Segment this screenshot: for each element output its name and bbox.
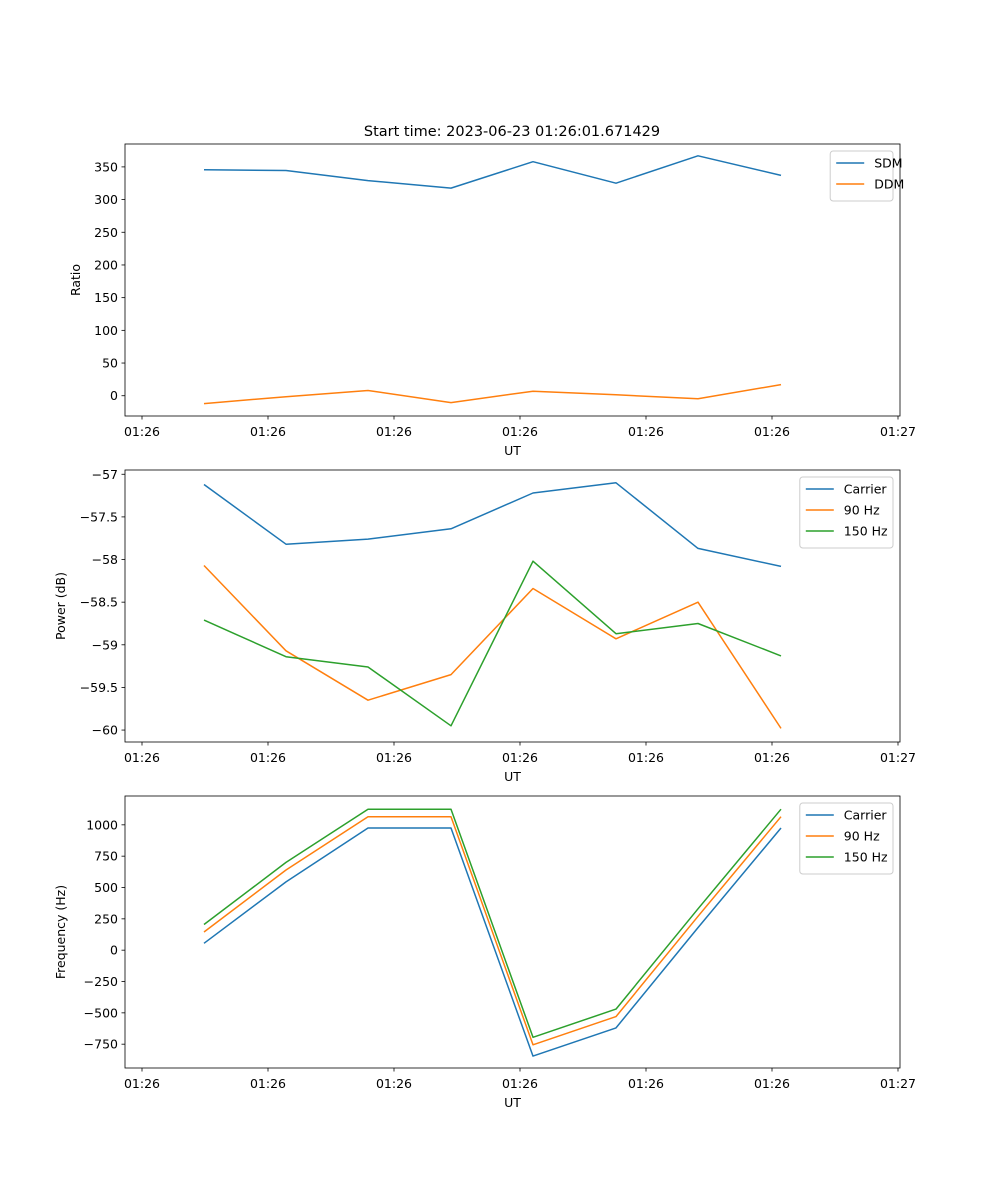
x-tick-label: 01:26 xyxy=(376,424,412,439)
x-tick-label: 01:26 xyxy=(376,1076,412,1091)
y-tick-label: −60 xyxy=(92,723,118,738)
legend: Carrier 90 Hz 150 Hz xyxy=(799,476,894,549)
y-tick-label: −59 xyxy=(92,637,118,652)
legend: SDM DDM xyxy=(829,150,904,202)
x-tick-label: 01:26 xyxy=(250,750,286,765)
x-tick-label: 01:27 xyxy=(880,750,916,765)
y-axis-label: Frequency (Hz) xyxy=(53,885,68,979)
x-tick-label: 01:26 xyxy=(250,424,286,439)
legend: Carrier 90 Hz 150 Hz xyxy=(799,802,894,875)
y-axis-label: Power (dB) xyxy=(53,572,68,640)
panel-3: −750 −500 −250 0 250 500 750 1000 01:26 01:26 01:2… xyxy=(53,795,916,1110)
series-line-90-hz xyxy=(203,815,782,1046)
y-tick-label: 100 xyxy=(94,323,118,338)
x-axis-label: UT xyxy=(504,1095,521,1110)
legend-label: DDM xyxy=(874,177,904,192)
y-tick-label: 350 xyxy=(94,159,118,174)
series-line-90-hz xyxy=(203,564,782,729)
x-tick-label: 01:26 xyxy=(124,424,160,439)
legend-label: Carrier xyxy=(844,808,888,823)
series-line-carrier xyxy=(203,482,782,568)
series-line-150-hz xyxy=(203,808,782,1039)
y-tick-label: −750 xyxy=(84,1037,118,1052)
panel-2: −60 −59.5 −59 −58.5 −58 −57.5 −57 01:26 01:26 01:… xyxy=(53,467,916,784)
y-tick-label: −250 xyxy=(84,974,118,989)
x-tick-label: 01:26 xyxy=(376,750,412,765)
y-tick-label: 50 xyxy=(102,356,118,371)
panel-1: 0 50 100 150 200 250 300 350 01:26 01:26 01:26 01:2… xyxy=(68,143,916,458)
y-tick-label: −59.5 xyxy=(80,680,118,695)
x-tick-label: 01:26 xyxy=(628,424,664,439)
axes-frame xyxy=(124,143,901,417)
y-tick-label: 250 xyxy=(94,911,118,926)
y-tick-label: −58 xyxy=(92,552,118,567)
series-line-150-hz xyxy=(203,560,782,727)
y-tick-label: −500 xyxy=(84,1005,118,1020)
y-tick-label: −57 xyxy=(92,467,118,482)
x-tick-label: 01:26 xyxy=(754,424,790,439)
x-tick-label: 01:27 xyxy=(880,1076,916,1091)
axes-frame xyxy=(124,469,901,743)
x-tick-label: 01:26 xyxy=(502,1076,538,1091)
axes-frame xyxy=(124,795,901,1069)
x-tick-label: 01:27 xyxy=(880,424,916,439)
legend-label: Carrier xyxy=(844,482,888,497)
x-tick-label: 01:26 xyxy=(124,750,160,765)
series-line-carrier xyxy=(203,827,782,1057)
y-tick-label: −58.5 xyxy=(80,595,118,610)
x-tick-label: 01:26 xyxy=(754,750,790,765)
x-tick-label: 01:26 xyxy=(754,1076,790,1091)
figure-title: Start time: 2023-06-23 01:26:01.671429 xyxy=(364,124,660,140)
y-tick-label: 500 xyxy=(94,880,118,895)
x-tick-label: 01:26 xyxy=(502,424,538,439)
y-tick-label: 0 xyxy=(110,943,118,958)
x-axis-label: UT xyxy=(504,443,521,458)
legend-label: 90 Hz xyxy=(844,829,880,844)
x-tick-label: 01:26 xyxy=(628,1076,664,1091)
y-tick-label: −57.5 xyxy=(80,509,118,524)
x-axis-label: UT xyxy=(504,769,521,784)
y-tick-label: 300 xyxy=(94,192,118,207)
legend-label: 90 Hz xyxy=(844,503,880,518)
legend-label: 150 Hz xyxy=(844,850,888,865)
y-tick-label: 150 xyxy=(94,290,118,305)
y-tick-label: 1000 xyxy=(86,817,118,832)
y-tick-label: 0 xyxy=(110,388,118,403)
x-tick-label: 01:26 xyxy=(124,1076,160,1091)
y-tick-label: 250 xyxy=(94,225,118,240)
legend-label: 150 Hz xyxy=(844,524,888,539)
series-line-sdm xyxy=(203,155,782,189)
y-tick-label: 200 xyxy=(94,257,118,272)
series-line-ddm xyxy=(203,383,782,405)
y-axis-label: Ratio xyxy=(68,264,83,296)
y-tick-label: 750 xyxy=(94,849,118,864)
x-tick-label: 01:26 xyxy=(502,750,538,765)
x-tick-label: 01:26 xyxy=(250,1076,286,1091)
x-tick-label: 01:26 xyxy=(628,750,664,765)
legend-label: SDM xyxy=(874,156,902,171)
